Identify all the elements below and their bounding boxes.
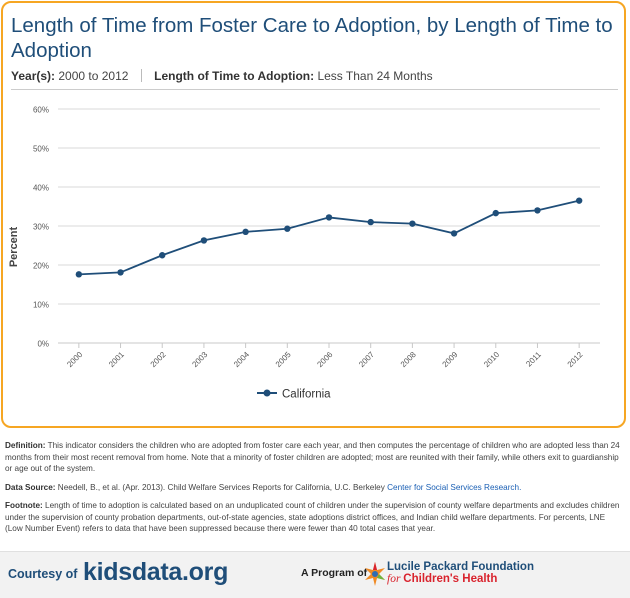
x-tick-label: 2009: [441, 350, 460, 369]
data-point[interactable]: [325, 214, 333, 221]
courtesy-label: Courtesy of: [8, 567, 78, 581]
footnote-text: Length of time to adoption is calculated…: [5, 501, 620, 533]
data-point[interactable]: [200, 237, 208, 244]
foundation-name[interactable]: Lucile Packard Foundation: [387, 561, 534, 573]
legend-label-california[interactable]: California: [282, 389, 331, 401]
footnote-label: Footnote:: [5, 501, 43, 510]
chart-card: Length of Time from Foster Care to Adopt…: [1, 1, 626, 428]
y-tick-label: 40%: [33, 184, 49, 193]
foundation-star-icon: [365, 562, 385, 586]
data-point[interactable]: [117, 269, 124, 276]
x-tick-label: 2000: [65, 350, 84, 369]
x-tick-label: 2003: [190, 350, 209, 369]
foundation-tagline: for Children's Health: [387, 573, 497, 585]
data-point[interactable]: [492, 209, 499, 217]
y-tick-label: 20%: [33, 262, 49, 271]
source-link[interactable]: Center for Social Services Research.: [387, 482, 522, 492]
source-label: Data Source:: [5, 482, 56, 492]
y-tick-label: 30%: [33, 223, 49, 232]
filter-label: Length of Time to Adoption:: [154, 69, 315, 83]
meta-divider: [140, 69, 142, 82]
y-tick-label: 50%: [33, 145, 49, 154]
x-tick-label: 2002: [149, 350, 168, 369]
data-point[interactable]: [242, 228, 249, 236]
footnote: Footnote: Length of time to adoption is …: [5, 500, 625, 535]
chart-title: Length of Time from Foster Care to Adopt…: [11, 14, 613, 62]
x-tick-label: 2004: [232, 350, 251, 369]
y-axis-label: Percent: [8, 226, 20, 267]
filter-value: Less Than 24 Months: [317, 69, 433, 83]
footer-bar: Courtesy of kidsdata.org A Program of Lu…: [0, 551, 630, 598]
data-point[interactable]: [75, 271, 83, 278]
x-tick-label: 2007: [357, 350, 376, 369]
data-point[interactable]: [575, 197, 583, 204]
foundation-tag: Children's Health: [403, 573, 498, 585]
x-tick-label: 2005: [274, 350, 293, 369]
x-tick-label: 2001: [107, 350, 126, 369]
legend-marker-california: [263, 389, 271, 397]
data-point[interactable]: [284, 225, 291, 232]
data-point[interactable]: [534, 207, 541, 214]
series-group: [75, 197, 583, 278]
data-point[interactable]: [367, 218, 374, 226]
x-tick-label: 2012: [566, 350, 585, 369]
source-text: Needell, B., et al. (Apr. 2013). Child W…: [57, 482, 385, 492]
y-axis-ticks: 0% 10% 20% 30% 40% 50% 60%: [33, 106, 49, 349]
kidsdata-logo[interactable]: kidsdata.org: [83, 558, 229, 586]
series-line-california: [78, 199, 580, 276]
line-chart: 0%10%20%30%40%50%60% 2000 2001 2002 2003 200…: [8, 106, 600, 401]
definition-label: Definition:: [5, 441, 46, 450]
years-label: Year(s):: [11, 69, 56, 83]
years-value: 2000 to 2012: [58, 69, 129, 83]
data-point[interactable]: [159, 252, 166, 259]
chart-grid: [58, 108, 600, 344]
definition: Definition: This indicator considers the…: [5, 440, 625, 475]
chart-legend[interactable]: California: [257, 389, 331, 401]
y-tick-label: 10%: [33, 301, 49, 310]
definition-text: This indicator considers the children wh…: [5, 441, 620, 473]
y-tick-label: 0%: [37, 340, 49, 349]
data-source: Data Source: Needell, B., et al. (Apr. 2…: [5, 482, 625, 494]
notes-section: Definition: This indicator considers the…: [5, 440, 625, 542]
program-label: A Program of: [301, 567, 368, 579]
filter-summary: Year(s): 2000 to 2012 Length of Time to …: [11, 69, 433, 83]
x-axis-ticks: 2000 2001 2002 2003 2004 2005 2006 2007 2008 2009…: [65, 343, 585, 369]
y-tick-label: 60%: [33, 106, 49, 115]
header-divider: [11, 89, 618, 90]
foundation-for: for: [387, 573, 401, 585]
data-point[interactable]: [409, 220, 416, 227]
x-tick-label: 2010: [482, 350, 501, 369]
x-tick-label: 2011: [524, 350, 543, 369]
x-tick-label: 2008: [399, 350, 418, 369]
x-tick-label: 2006: [315, 350, 334, 369]
data-point[interactable]: [450, 230, 458, 237]
